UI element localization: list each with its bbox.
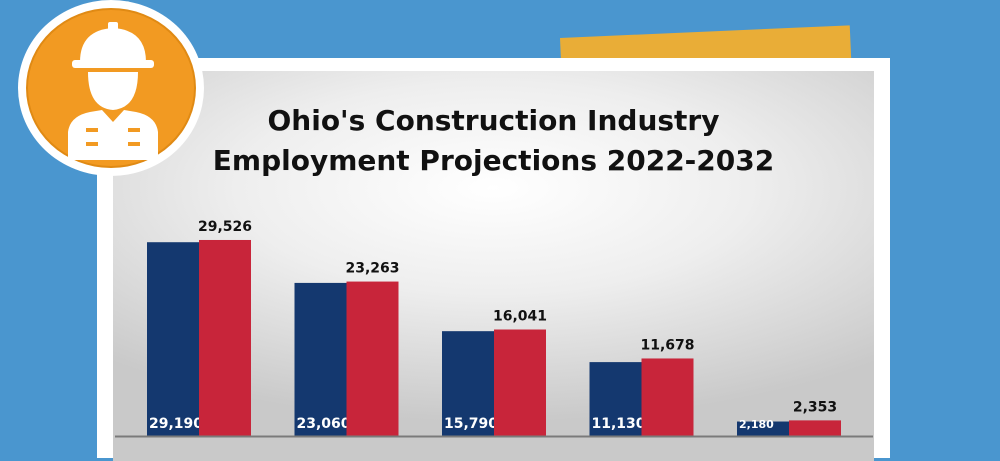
badge (18, 0, 204, 176)
bar-first-5 (737, 421, 789, 436)
data-label-second-3: 16,041 (493, 309, 547, 325)
bar-second-5 (789, 420, 841, 436)
data-label-second-4: 11,678 (640, 337, 694, 353)
data-label-first-5: 2,180 (739, 418, 774, 431)
bar-second-4 (641, 358, 694, 436)
chart-title-line-1: Ohio's Construction Industry (267, 104, 720, 137)
bar-second-1 (199, 239, 251, 436)
data-label-second-5: 2,353 (793, 399, 837, 415)
badge-circle (26, 8, 196, 168)
bar-first-1 (147, 242, 199, 436)
chart-card: Ohio's Construction Industry Employment … (97, 58, 890, 461)
data-label-first-3: 15,790 (444, 416, 498, 432)
bar-first-4 (589, 362, 642, 436)
bar-second-2 (346, 281, 399, 436)
data-label-first-1: 29,190 (149, 416, 203, 432)
chart-title-line-2: Employment Projections 2022-2032 (212, 144, 775, 177)
bar-first-3 (442, 331, 494, 436)
data-label-first-4: 11,130 (592, 416, 646, 432)
data-label-second-1: 29,526 (198, 219, 252, 235)
bar-chart: 29,190 29,526 23,060 23,263 15,790 16,041 11,1… (115, 219, 873, 438)
bar-first-2 (294, 282, 347, 436)
data-label-first-2: 23,060 (297, 416, 351, 432)
construction-worker-icon (68, 22, 158, 160)
bar-second-3 (494, 329, 546, 436)
data-label-second-2: 23,263 (345, 261, 399, 277)
chart-title: Ohio's Construction Industry Employment … (113, 101, 874, 181)
